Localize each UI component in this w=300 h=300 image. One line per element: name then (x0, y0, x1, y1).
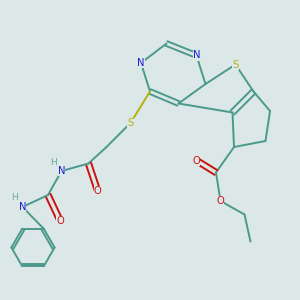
Text: N: N (19, 202, 26, 212)
Text: O: O (56, 215, 64, 226)
Text: N: N (58, 166, 65, 176)
Text: O: O (193, 155, 200, 166)
Text: O: O (217, 196, 224, 206)
Text: H: H (11, 194, 17, 202)
Text: S: S (128, 118, 134, 128)
Text: H: H (50, 158, 56, 167)
Text: O: O (94, 185, 101, 196)
Text: N: N (137, 58, 145, 68)
Text: S: S (232, 59, 238, 70)
Text: N: N (193, 50, 200, 61)
